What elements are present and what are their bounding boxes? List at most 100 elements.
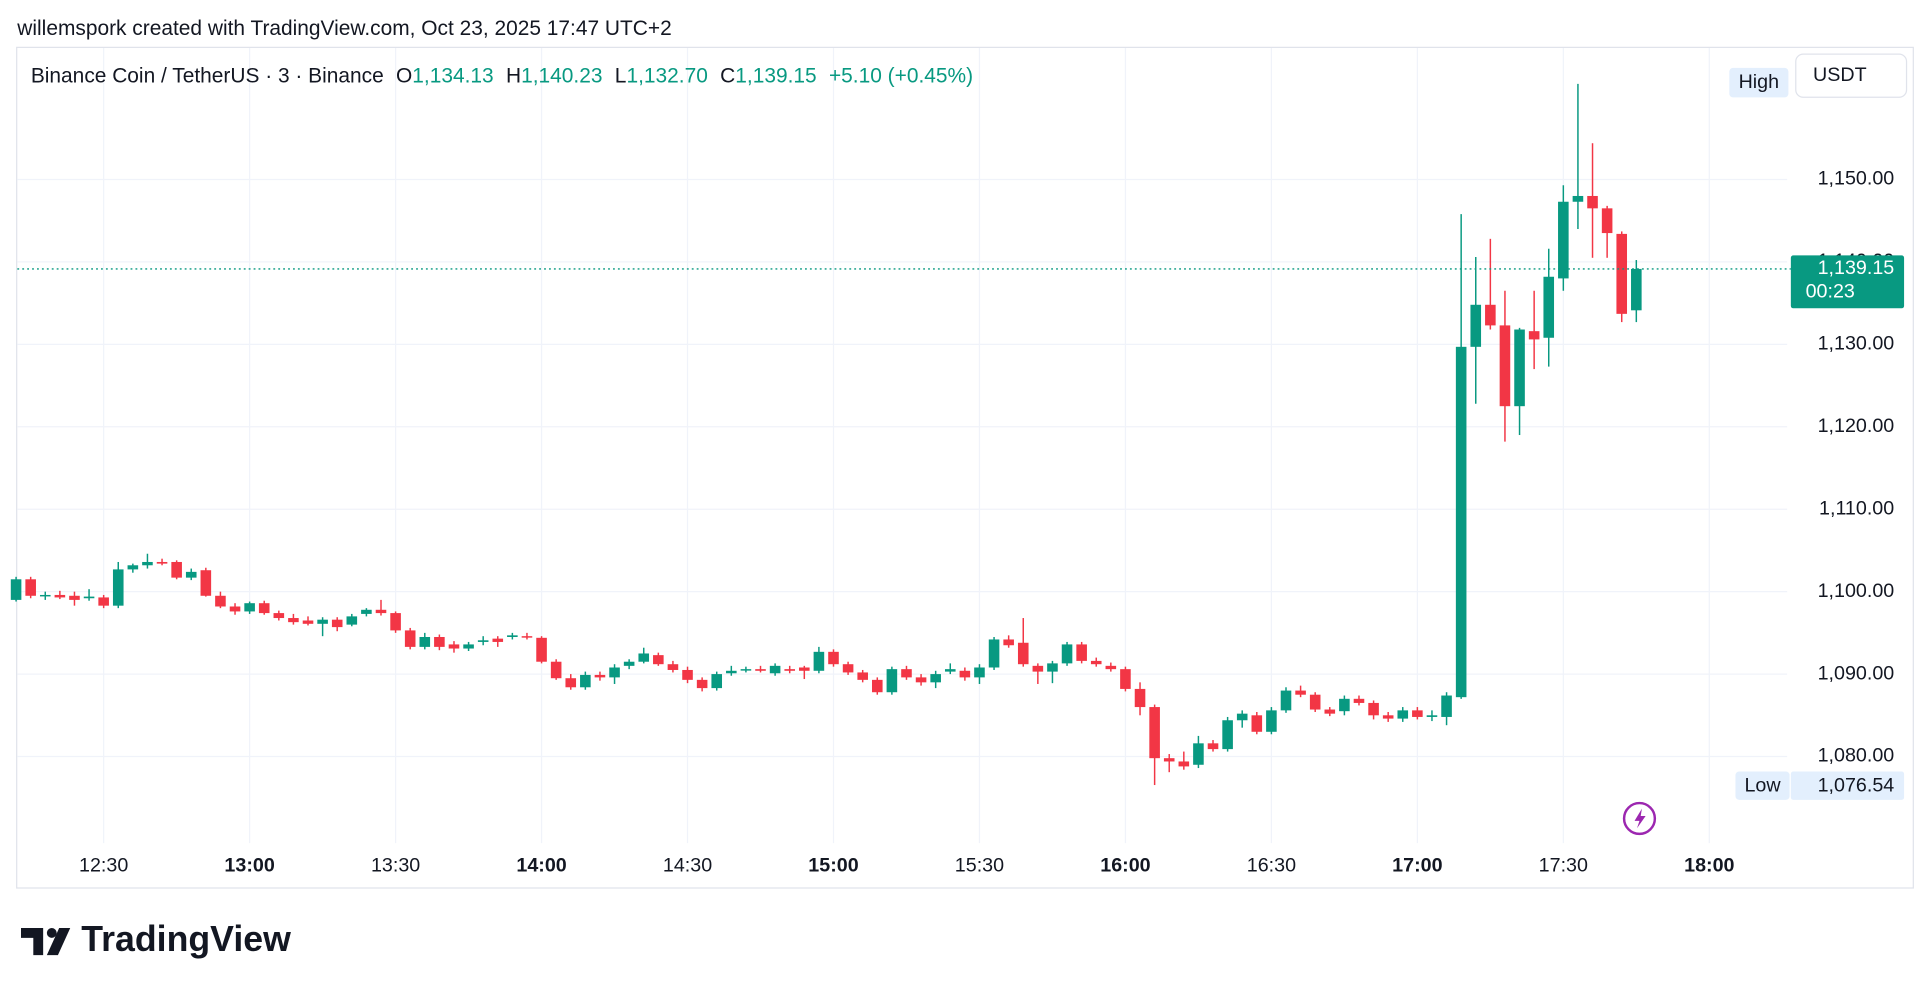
chart-frame: [16, 46, 1914, 889]
candle-body: [1251, 715, 1263, 732]
legend-key: C: [720, 64, 735, 87]
candle-body: [258, 603, 270, 614]
candle-body: [1163, 758, 1175, 762]
legend-value: 1,140.23: [521, 64, 602, 87]
lightning-icon: [1622, 801, 1657, 836]
candle-body: [1178, 761, 1190, 767]
candle-body: [317, 619, 328, 624]
candle-body: [185, 571, 197, 578]
candle-body: [171, 561, 182, 578]
candle-body: [580, 674, 591, 688]
candle-body: [361, 609, 372, 614]
candle-body: [944, 669, 956, 672]
candle-body: [1558, 201, 1569, 279]
candle-body: [492, 638, 504, 642]
last-price-label: 1,139.15: [1818, 257, 1895, 279]
legend-value: 1,134.13: [412, 64, 493, 87]
candle-body: [1616, 233, 1628, 314]
candle-body: [1514, 329, 1525, 407]
candle-body: [390, 613, 401, 631]
candle-body: [726, 670, 737, 674]
candle-body: [1134, 688, 1146, 708]
legend-value: 1,139.15: [735, 64, 816, 87]
candle-body: [711, 674, 723, 689]
x-tick-label: 17:30: [1539, 855, 1588, 877]
candle-body: [112, 569, 124, 606]
candle-body: [638, 653, 650, 662]
candle-body: [828, 651, 839, 665]
candle-body: [1120, 669, 1131, 689]
y-tick-label: 1,110.00: [1819, 497, 1894, 519]
candle-body: [83, 596, 95, 599]
candle-body: [1061, 644, 1073, 664]
overlay: Binance Coin / TetherUS · 3 · Binance O1,…: [17, 64, 1905, 800]
candle-body: [477, 640, 489, 642]
candle-body: [229, 606, 241, 612]
high-label: High: [1739, 71, 1780, 93]
candle-body: [594, 674, 606, 678]
candle-body: [988, 639, 1000, 668]
candle-body: [1601, 208, 1613, 234]
candle-body: [1528, 331, 1540, 340]
candle-body: [1105, 665, 1117, 670]
candle-body: [404, 630, 416, 647]
candle-body: [1309, 694, 1321, 710]
candle-body: [448, 644, 460, 649]
candle-body: [463, 644, 474, 649]
y-tick-label: 1,090.00: [1818, 662, 1895, 684]
candle-body: [54, 594, 66, 598]
candles: [10, 83, 1642, 786]
candle-body: [755, 669, 766, 671]
candle-body: [1193, 743, 1204, 765]
candle-body: [1149, 707, 1160, 759]
low-price-tag: [1790, 771, 1905, 800]
x-tick-label: 15:30: [955, 855, 1004, 877]
candle-body: [1382, 715, 1394, 719]
candle-body: [302, 620, 314, 624]
candle-body: [1032, 665, 1044, 672]
x-tick-label: 13:30: [371, 855, 420, 877]
candle-body: [273, 613, 285, 619]
candle-body: [682, 669, 693, 680]
candle-body: [696, 679, 708, 689]
x-tick-label: 16:30: [1247, 855, 1296, 877]
candle-body: [857, 672, 868, 680]
y-tick-label: 1,120.00: [1818, 415, 1895, 437]
legend-key: H: [506, 64, 521, 87]
candle-body: [1441, 695, 1452, 717]
attribution: willemspork created with TradingView.com…: [16, 17, 671, 40]
candle-body: [215, 595, 226, 607]
candle-body: [39, 594, 51, 597]
x-tick-label: 14:00: [516, 855, 566, 877]
candle-body: [507, 635, 518, 637]
candle-body: [25, 579, 36, 596]
legend: Binance Coin / TetherUS · 3 · Binance O1,…: [31, 64, 973, 87]
low-label: Low: [1744, 774, 1781, 796]
countdown-label: 00:23: [1806, 281, 1855, 303]
candle-body: [1003, 639, 1014, 646]
candle-body: [200, 570, 212, 596]
candle-body: [1222, 720, 1233, 750]
candle-body: [1485, 304, 1496, 326]
candle-body: [653, 655, 664, 665]
currency-button[interactable]: [1795, 53, 1908, 98]
candle-body: [331, 619, 343, 628]
currency-label[interactable]: USDT: [1813, 64, 1867, 86]
y-tick-label: 1,150.00: [1818, 168, 1895, 190]
candle-body: [1324, 709, 1336, 714]
candle-body: [1353, 698, 1365, 703]
x-tick-label: 14:30: [663, 855, 712, 877]
candle-body: [156, 561, 168, 564]
candle-body: [434, 636, 445, 647]
candle-body: [346, 616, 358, 625]
candle-body: [536, 637, 547, 662]
candle-body: [609, 667, 620, 678]
x-tick-label: 16:00: [1100, 855, 1150, 877]
symbol: Binance Coin / TetherUS · 3 · Binance: [31, 64, 384, 87]
candle-body: [288, 618, 299, 623]
candle-body: [842, 664, 854, 673]
grid: 1,080.00 1,090.00 1,100.00 1,110.00 1,120.00…: [17, 48, 1894, 877]
last-price-tag: [1790, 255, 1905, 309]
